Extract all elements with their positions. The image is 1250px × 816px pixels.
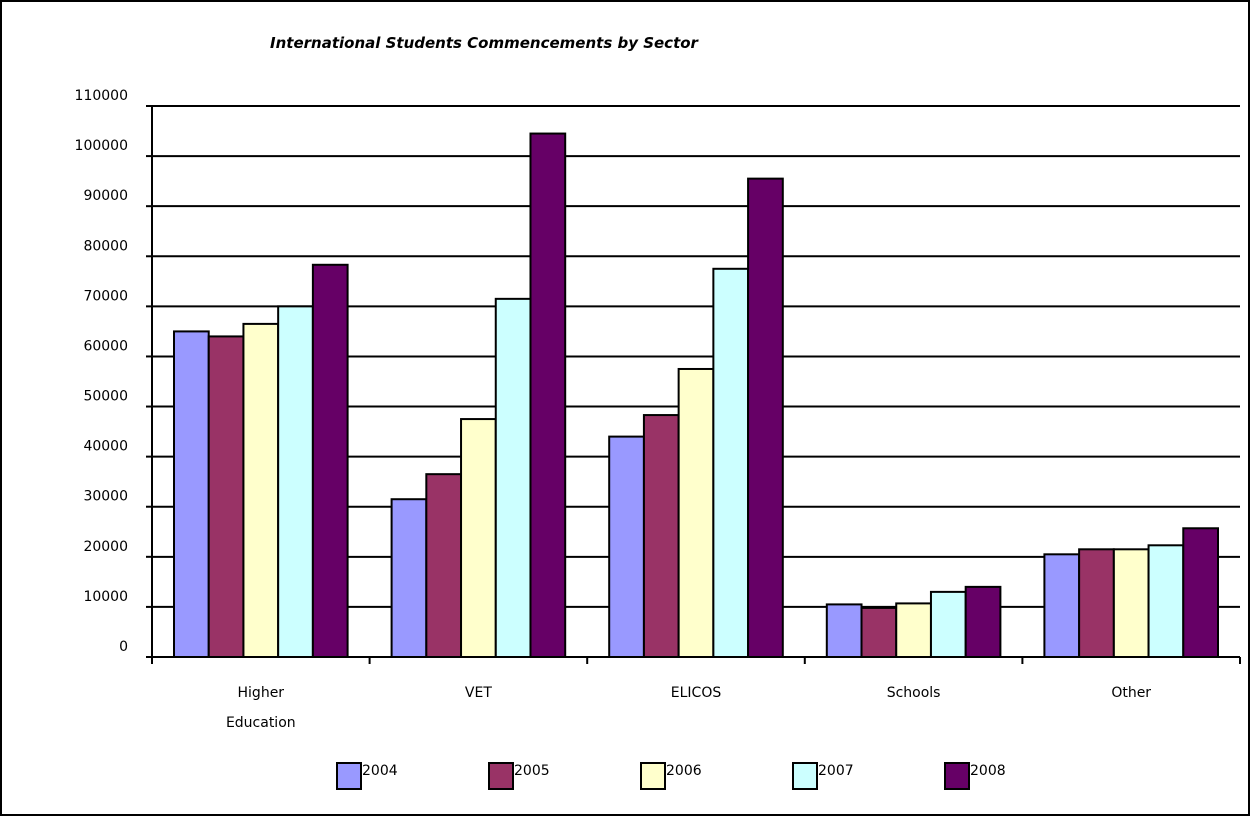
y-tick-label: 40000: [83, 439, 128, 455]
axes: [151, 106, 1241, 664]
bar: [860, 606, 898, 658]
y-tick-label: 0: [119, 639, 128, 655]
bar: [311, 263, 349, 658]
bar: [895, 602, 932, 658]
legend-label: 2008: [970, 763, 1006, 779]
x-category-label: Schools: [887, 685, 941, 701]
y-tick-label: 100000: [75, 138, 128, 154]
legend-label: 2004: [362, 763, 398, 779]
bar: [460, 418, 497, 658]
y-tick-label: 50000: [83, 389, 128, 405]
legend-swatch: [944, 762, 970, 790]
x-category-label: Education: [226, 715, 296, 731]
bar: [712, 267, 750, 658]
bar: [642, 414, 680, 658]
y-tick-label: 30000: [83, 489, 128, 505]
bar: [529, 132, 567, 659]
chart-title: International Students Commencements by …: [270, 34, 700, 52]
legend-swatch: [792, 762, 818, 790]
y-tick-label: 20000: [83, 539, 128, 555]
y-tick-label: 70000: [83, 288, 128, 304]
legend-label: 2007: [818, 763, 854, 779]
x-category-label: ELICOS: [671, 685, 722, 701]
x-category-label: VET: [465, 685, 492, 701]
bar: [425, 473, 463, 658]
x-category-labels: Higher Education VET ELICOS Schools Other: [226, 685, 1151, 731]
y-tick-label: 10000: [83, 589, 128, 605]
bar: [494, 297, 532, 658]
bar: [1182, 527, 1220, 658]
bar: [1112, 548, 1150, 659]
bar: [677, 367, 715, 658]
bar: [608, 435, 645, 658]
bar: [207, 335, 245, 658]
bar: [1078, 548, 1115, 659]
bar: [747, 177, 784, 659]
legend-swatch: [336, 762, 362, 790]
bar: [929, 590, 967, 659]
y-tick-label: 60000: [83, 338, 128, 354]
legend-swatch: [640, 762, 666, 790]
x-category-label: Higher: [238, 685, 285, 701]
bars: [173, 132, 1220, 659]
x-category-label: Other: [1111, 685, 1151, 701]
y-tick-label: 80000: [83, 238, 128, 254]
bar: [1147, 544, 1185, 659]
bar: [242, 322, 280, 658]
y-tick-labels: 0 10000 20000 30000 40000 50000 60000 70000 8000…: [75, 88, 128, 655]
legend: 2004 2005 2006 2007 2008: [336, 762, 1006, 790]
y-tick-label: 110000: [75, 88, 128, 104]
bar: [390, 498, 428, 658]
legend-label: 2005: [514, 763, 550, 779]
y-tick-label: 90000: [83, 188, 128, 204]
bar: [277, 305, 314, 658]
legend-swatch: [488, 762, 514, 790]
bar: [1043, 553, 1081, 659]
bar: [964, 585, 1002, 659]
bar: [825, 603, 863, 658]
bar: [173, 330, 210, 658]
legend-label: 2006: [666, 763, 702, 779]
